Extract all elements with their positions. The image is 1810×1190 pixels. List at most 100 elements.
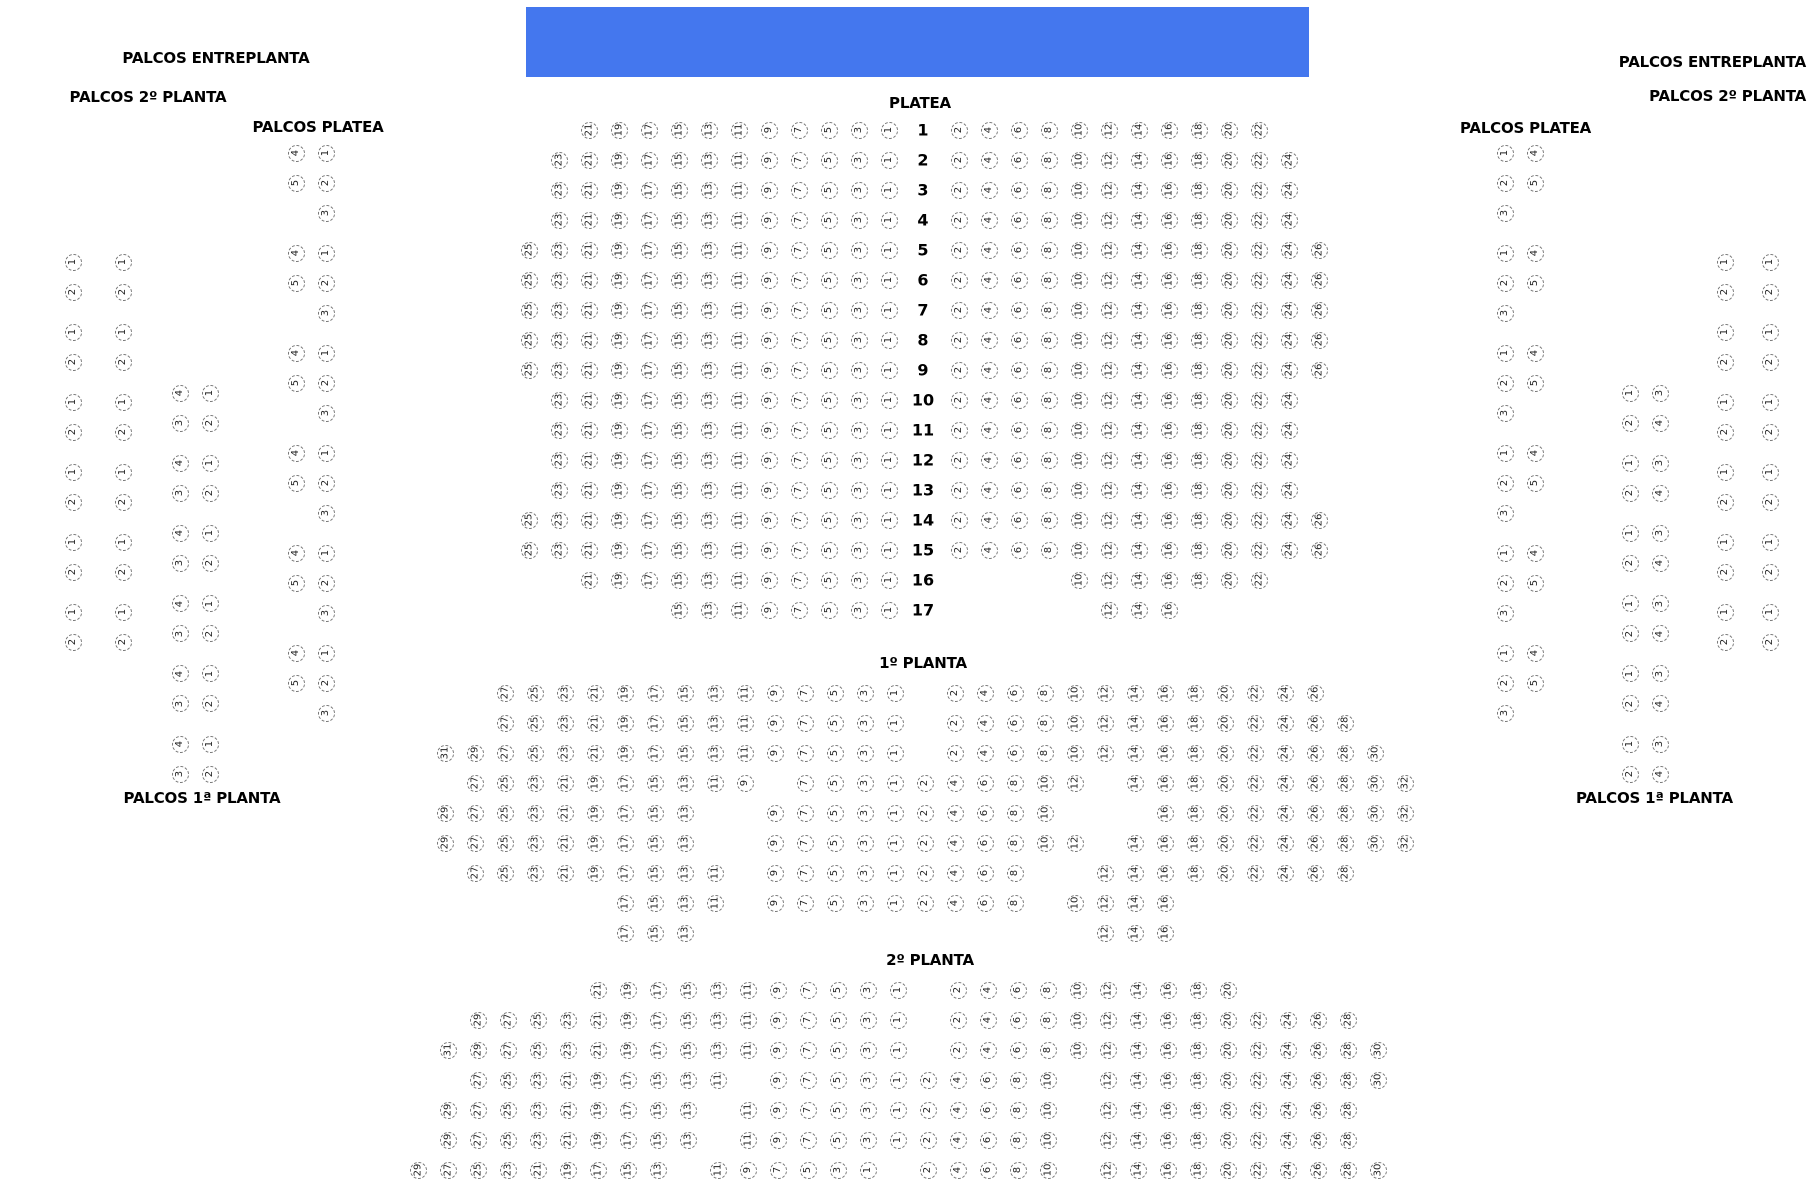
seat-platea-9-16[interactable]: 16 (1160, 361, 1178, 379)
seat-planta2-r2-16[interactable]: 16 (1159, 1011, 1177, 1029)
seat-platea-8-22[interactable]: 22 (1250, 331, 1268, 349)
seat-platea-3-12[interactable]: 12 (1100, 181, 1118, 199)
seat-palco-1-right-box2-2[interactable]: 2 (1621, 484, 1639, 502)
seat-planta1-r8-14[interactable]: 14 (1126, 894, 1144, 912)
seat-planta1-r4-19[interactable]: 19 (586, 774, 604, 792)
seat-platea-10-9[interactable]: 9 (760, 391, 778, 409)
seat-platea-16-19[interactable]: 19 (610, 571, 628, 589)
seat-planta1-r3-21[interactable]: 21 (586, 744, 604, 762)
seat-planta2-r4-19[interactable]: 19 (589, 1071, 607, 1089)
seat-planta2-r2-21[interactable]: 21 (589, 1011, 607, 1029)
seat-platea-5-25[interactable]: 25 (520, 241, 538, 259)
seat-planta1-r1-24[interactable]: 24 (1276, 684, 1294, 702)
seat-planta1-r7-15[interactable]: 15 (646, 864, 664, 882)
seat-platea-5-8[interactable]: 8 (1040, 241, 1058, 259)
seat-platea-5-7[interactable]: 7 (790, 241, 808, 259)
seat-planta2-r4-7[interactable]: 7 (799, 1071, 817, 1089)
seat-palco-2-left-c2-box2-2[interactable]: 2 (114, 353, 132, 371)
seat-platea-1-11[interactable]: 11 (730, 121, 748, 139)
seat-platea-4-10[interactable]: 10 (1070, 211, 1088, 229)
seat-planta1-r6-9[interactable]: 9 (766, 834, 784, 852)
seat-platea-2-14[interactable]: 14 (1130, 151, 1148, 169)
seat-planta1-r4-23[interactable]: 23 (526, 774, 544, 792)
seat-platea-12-13[interactable]: 13 (700, 451, 718, 469)
seat-platea-2-4[interactable]: 4 (980, 151, 998, 169)
seat-planta1-r3-23[interactable]: 23 (556, 744, 574, 762)
seat-platea-3-17[interactable]: 17 (640, 181, 658, 199)
seat-palco-1-left-box5-1[interactable]: 1 (201, 665, 219, 683)
seat-platea-14-13[interactable]: 13 (700, 511, 718, 529)
seat-platea-16-12[interactable]: 12 (1100, 571, 1118, 589)
seat-platea-4-19[interactable]: 19 (610, 211, 628, 229)
seat-planta2-r5-19[interactable]: 19 (589, 1101, 607, 1119)
seat-platea-2-7[interactable]: 7 (790, 151, 808, 169)
seat-planta1-r6-5[interactable]: 5 (826, 834, 844, 852)
seat-platea-17-16[interactable]: 16 (1160, 601, 1178, 619)
seat-palco-platea-left-box2-3[interactable]: 3 (317, 304, 335, 322)
seat-planta2-r3-27[interactable]: 27 (499, 1041, 517, 1059)
seat-planta2-r7-8[interactable]: 8 (1009, 1161, 1027, 1179)
seat-platea-10-14[interactable]: 14 (1130, 391, 1148, 409)
seat-planta1-r1-16[interactable]: 16 (1156, 684, 1174, 702)
seat-palco-platea-left-box1-5[interactable]: 5 (287, 174, 305, 192)
seat-platea-15-20[interactable]: 20 (1220, 541, 1238, 559)
seat-planta2-r5-29[interactable]: 29 (439, 1101, 457, 1119)
seat-planta2-r5-4[interactable]: 4 (949, 1101, 967, 1119)
seat-platea-10-23[interactable]: 23 (550, 391, 568, 409)
seat-platea-4-2[interactable]: 2 (950, 211, 968, 229)
seat-planta1-r9-14[interactable]: 14 (1126, 924, 1144, 942)
seat-planta2-r2-9[interactable]: 9 (769, 1011, 787, 1029)
seat-planta2-r2-14[interactable]: 14 (1129, 1011, 1147, 1029)
seat-planta2-r7-3[interactable]: 3 (829, 1161, 847, 1179)
seat-palco-platea-right-box5-5[interactable]: 5 (1526, 574, 1544, 592)
seat-platea-7-18[interactable]: 18 (1190, 301, 1208, 319)
seat-platea-7-5[interactable]: 5 (820, 301, 838, 319)
seat-platea-10-24[interactable]: 24 (1280, 391, 1298, 409)
seat-platea-12-4[interactable]: 4 (980, 451, 998, 469)
seat-planta1-r5-6[interactable]: 6 (976, 804, 994, 822)
seat-platea-14-14[interactable]: 14 (1130, 511, 1148, 529)
seat-platea-16-5[interactable]: 5 (820, 571, 838, 589)
seat-platea-5-17[interactable]: 17 (640, 241, 658, 259)
seat-planta2-r5-1[interactable]: 1 (889, 1101, 907, 1119)
seat-platea-6-8[interactable]: 8 (1040, 271, 1058, 289)
seat-planta2-r1-10[interactable]: 10 (1069, 981, 1087, 999)
seat-platea-10-17[interactable]: 17 (640, 391, 658, 409)
seat-platea-7-11[interactable]: 11 (730, 301, 748, 319)
seat-platea-14-1[interactable]: 1 (880, 511, 898, 529)
seat-planta2-r6-16[interactable]: 16 (1159, 1131, 1177, 1149)
seat-planta1-r7-7[interactable]: 7 (796, 864, 814, 882)
seat-palco-2-right-c2-box2-2[interactable]: 2 (1761, 353, 1779, 371)
seat-platea-17-12[interactable]: 12 (1100, 601, 1118, 619)
seat-planta2-r6-13[interactable]: 13 (679, 1131, 697, 1149)
seat-platea-5-2[interactable]: 2 (950, 241, 968, 259)
seat-platea-8-17[interactable]: 17 (640, 331, 658, 349)
seat-planta1-r5-3[interactable]: 3 (856, 804, 874, 822)
seat-planta2-r6-22[interactable]: 22 (1249, 1131, 1267, 1149)
seat-planta2-r4-18[interactable]: 18 (1189, 1071, 1207, 1089)
seat-palco-platea-left-box1-3[interactable]: 3 (317, 204, 335, 222)
seat-planta2-r4-14[interactable]: 14 (1129, 1071, 1147, 1089)
seat-planta1-r3-27[interactable]: 27 (496, 744, 514, 762)
seat-palco-1-right-box3-3[interactable]: 3 (1651, 524, 1669, 542)
seat-planta1-r7-2[interactable]: 2 (916, 864, 934, 882)
seat-platea-2-23[interactable]: 23 (550, 151, 568, 169)
seat-platea-15-5[interactable]: 5 (820, 541, 838, 559)
seat-planta2-r7-30[interactable]: 30 (1369, 1161, 1387, 1179)
seat-planta2-r2-17[interactable]: 17 (649, 1011, 667, 1029)
seat-platea-11-6[interactable]: 6 (1010, 421, 1028, 439)
seat-planta1-r3-5[interactable]: 5 (826, 744, 844, 762)
seat-platea-9-13[interactable]: 13 (700, 361, 718, 379)
seat-planta1-r5-30[interactable]: 30 (1366, 804, 1384, 822)
seat-planta2-r2-22[interactable]: 22 (1249, 1011, 1267, 1029)
seat-planta1-r1-11[interactable]: 11 (736, 684, 754, 702)
seat-planta1-r7-8[interactable]: 8 (1006, 864, 1024, 882)
seat-planta1-r5-2[interactable]: 2 (916, 804, 934, 822)
seat-palco-platea-left-box5-4[interactable]: 4 (287, 544, 305, 562)
seat-planta1-r4-1[interactable]: 1 (886, 774, 904, 792)
seat-platea-4-5[interactable]: 5 (820, 211, 838, 229)
seat-platea-8-25[interactable]: 25 (520, 331, 538, 349)
seat-platea-15-7[interactable]: 7 (790, 541, 808, 559)
seat-platea-7-14[interactable]: 14 (1130, 301, 1148, 319)
seat-platea-15-11[interactable]: 11 (730, 541, 748, 559)
